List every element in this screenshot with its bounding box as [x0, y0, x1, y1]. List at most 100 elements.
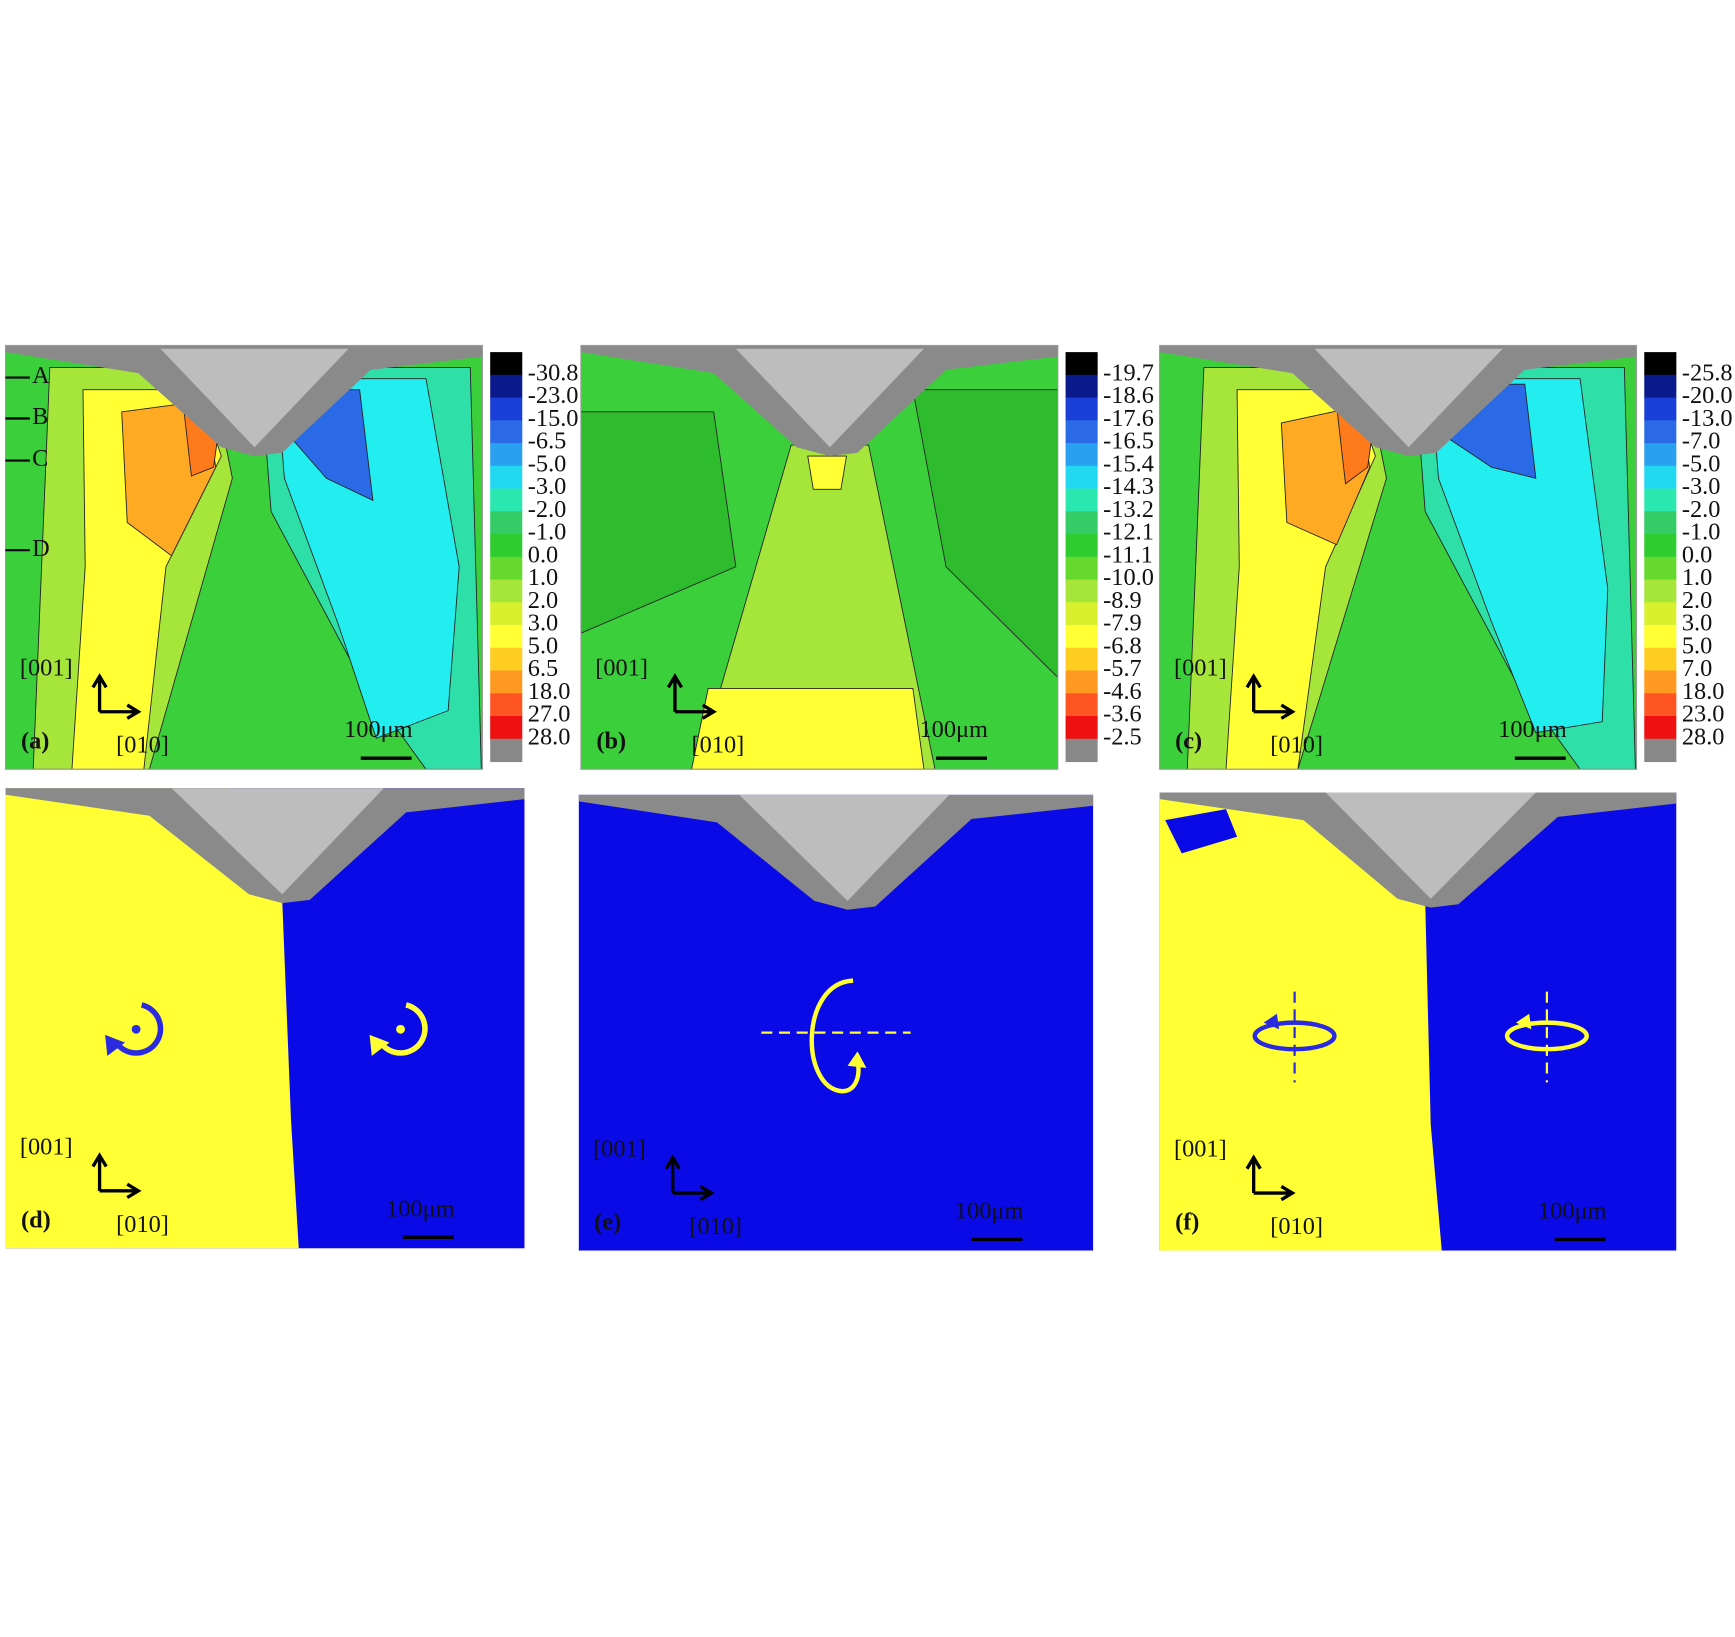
colorbar-label: -30.8 [528, 359, 579, 386]
colorbar-band [490, 647, 523, 672]
colorbar-label: -14.3 [1103, 473, 1154, 500]
colorbar-band [490, 420, 523, 444]
panel-label: (c) [1175, 727, 1202, 754]
colorbar-label: -3.0 [1682, 473, 1721, 500]
colorbar-label: -2.0 [1682, 496, 1721, 523]
colorbar-label: -17.6 [1103, 405, 1154, 432]
map [5, 788, 525, 1249]
map [5, 345, 483, 770]
indenter [1314, 348, 1503, 448]
indenter [735, 348, 924, 448]
indenter [160, 348, 349, 448]
axis-arrows [1245, 1154, 1296, 1202]
colorbar-label: 23.0 [1682, 701, 1725, 728]
rotation-arrow [1515, 1013, 1532, 1030]
colorbar-label: -5.7 [1103, 655, 1142, 682]
colorbar-label: -1.0 [1682, 519, 1721, 546]
region [807, 455, 847, 490]
colorbar-label: -13.0 [1682, 405, 1733, 432]
region [691, 688, 925, 770]
colorbar-band [1644, 716, 1677, 740]
colorbar-band [1065, 534, 1098, 558]
axis-up-label: [001] [1174, 1136, 1227, 1163]
colorbar-band [490, 511, 523, 535]
rotation-symbol [113, 1002, 164, 1056]
colorbar-band [490, 465, 523, 490]
map [578, 794, 1094, 1251]
colorbar-label: -3.0 [528, 473, 567, 500]
colorbar-band [1065, 352, 1098, 376]
colorbar-band [490, 579, 523, 603]
colorbar-label: 7.0 [1682, 655, 1712, 682]
panel-label: (b) [596, 727, 626, 754]
colorbar-label: -19.7 [1103, 359, 1154, 386]
colorbar-band [1065, 397, 1098, 421]
marker-label: B [32, 403, 48, 430]
indenter [739, 794, 950, 901]
axis-up-label: [001] [595, 654, 648, 681]
colorbar-label: -7.0 [1682, 428, 1721, 455]
region [912, 389, 1058, 679]
indenter [171, 788, 384, 895]
colorbar-label: -1.0 [528, 519, 567, 546]
colorbar-label: 3.0 [528, 610, 558, 637]
colorbar-label: 3.0 [1682, 610, 1712, 637]
colorbar-band [490, 488, 523, 512]
colorbar-band [1065, 465, 1098, 490]
rotation-symbol [1252, 1020, 1337, 1052]
region [1165, 809, 1238, 854]
map-border [1159, 344, 1638, 770]
axis-right-label: [010] [116, 732, 169, 759]
colorbar-label: -18.6 [1103, 382, 1154, 409]
colorbar-band [1644, 534, 1677, 558]
colorbar-band [1065, 374, 1098, 399]
axis-right-label: [010] [1270, 732, 1323, 759]
rotation-symbol [1504, 1020, 1589, 1052]
colorbar-label: 27.0 [528, 701, 571, 728]
map-border [4, 344, 483, 770]
panel: (f) [001] [010] 100μm [1159, 792, 1677, 1251]
panel: (c) [001] [010] 100μm -25.8-20.0-13.0-7.0-5.… [1159, 344, 1733, 770]
colorbar-band [490, 625, 523, 649]
colorbar-label: 2.0 [1682, 587, 1712, 614]
colorbar-band [1065, 556, 1098, 581]
colorbar-band [1644, 579, 1677, 603]
axis-up-label: [001] [593, 1136, 646, 1163]
scale-label: 100μm [386, 1195, 455, 1222]
rotation-symbol [809, 978, 861, 1094]
colorbar-band [1644, 511, 1677, 535]
scale-label: 100μm [1498, 716, 1567, 743]
colorbar-band [1065, 716, 1098, 740]
colorbar-label: 0.0 [528, 541, 558, 568]
colorbar-label: -15.4 [1103, 450, 1154, 477]
colorbar-label: -2.0 [528, 496, 567, 523]
rotation-arrow [847, 1051, 867, 1069]
axis-up-label: [001] [20, 654, 73, 681]
colorbar-band [490, 397, 523, 421]
colorbar-band [1065, 670, 1098, 694]
map [1159, 792, 1677, 1251]
colorbar-label: 28.0 [1682, 723, 1725, 750]
panel: (d) [001] [010] 100μm [5, 788, 525, 1249]
colorbar-band [1644, 556, 1677, 581]
panel-label: (f) [1175, 1209, 1199, 1236]
colorbar-label: 2.0 [528, 587, 558, 614]
colorbar-band [490, 374, 523, 399]
region [580, 411, 737, 634]
colorbar-label: -6.8 [1103, 632, 1142, 659]
colorbar-band [1644, 738, 1677, 763]
colorbar-band [1644, 647, 1677, 672]
colorbar-band [1644, 420, 1677, 444]
rotation-arrow [1263, 1013, 1280, 1030]
rotation-arrow [105, 1034, 126, 1056]
axis-up-label: [001] [1174, 654, 1227, 681]
marker-label: C [32, 445, 48, 472]
colorbar-band [1065, 625, 1098, 649]
colorbar-band [1065, 443, 1098, 467]
region [1430, 378, 1609, 734]
colorbar-label: 1.0 [1682, 564, 1712, 591]
colorbar-label: -3.6 [1103, 701, 1142, 728]
colorbar-label: -12.1 [1103, 519, 1154, 546]
colorbar-band [1644, 488, 1677, 512]
colorbar-band [1065, 488, 1098, 512]
